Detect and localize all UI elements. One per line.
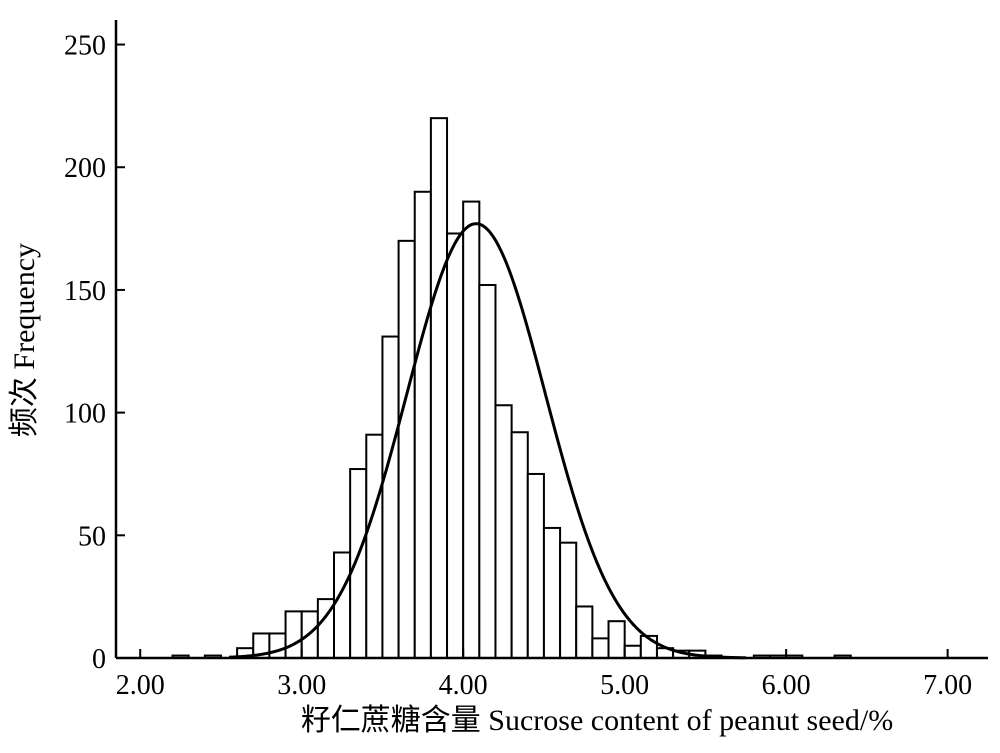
histogram-bar <box>575 605 594 660</box>
y-tick-label: 250 <box>64 31 106 62</box>
histogram-bar <box>446 232 465 659</box>
histogram-bar <box>559 541 578 660</box>
x-tick-label: 7.00 <box>923 670 972 701</box>
x-tick-label: 2.00 <box>116 670 165 701</box>
histogram-bar <box>591 637 610 659</box>
histogram-bar <box>284 610 303 660</box>
y-axis-title: 频次 Frequency <box>8 243 41 437</box>
histogram-bar <box>607 620 626 660</box>
y-tick-label: 0 <box>92 644 106 675</box>
histogram-bar <box>365 433 384 660</box>
x-tick-label: 3.00 <box>277 670 326 701</box>
normal-fit-curve <box>228 222 746 660</box>
y-tick-label: 200 <box>64 153 106 184</box>
y-tick-label: 100 <box>64 399 106 430</box>
histogram-bar <box>494 404 513 659</box>
x-tick-label: 5.00 <box>600 670 649 701</box>
x-axis-title: 籽仁蔗糖含量 Sucrose content of peanut seed/% <box>301 704 893 737</box>
histogram-bars <box>171 117 852 660</box>
histogram-bar <box>510 431 529 659</box>
histogram-bar <box>333 551 352 659</box>
histogram-bar <box>397 239 416 659</box>
histogram-bar <box>381 335 400 659</box>
histogram-bar <box>462 200 481 659</box>
y-axis-ticks: 0 50 100 150 200 250 <box>64 31 125 675</box>
axes <box>114 20 988 660</box>
histogram-bar <box>623 644 642 660</box>
histogram-bar <box>268 632 287 660</box>
histogram-bar <box>349 468 368 659</box>
histogram-bar <box>478 284 497 659</box>
x-tick-label: 4.00 <box>439 670 488 701</box>
y-tick-label: 150 <box>64 276 106 307</box>
histogram-bar <box>413 190 432 659</box>
histogram-bar <box>526 472 545 660</box>
x-tick-label: 6.00 <box>762 670 811 701</box>
y-tick-label: 50 <box>78 521 106 552</box>
histogram-bar <box>429 117 449 659</box>
x-axis-ticks: 2.00 3.00 4.00 5.00 6.00 7.00 <box>116 649 972 701</box>
histogram-bar <box>542 526 562 660</box>
